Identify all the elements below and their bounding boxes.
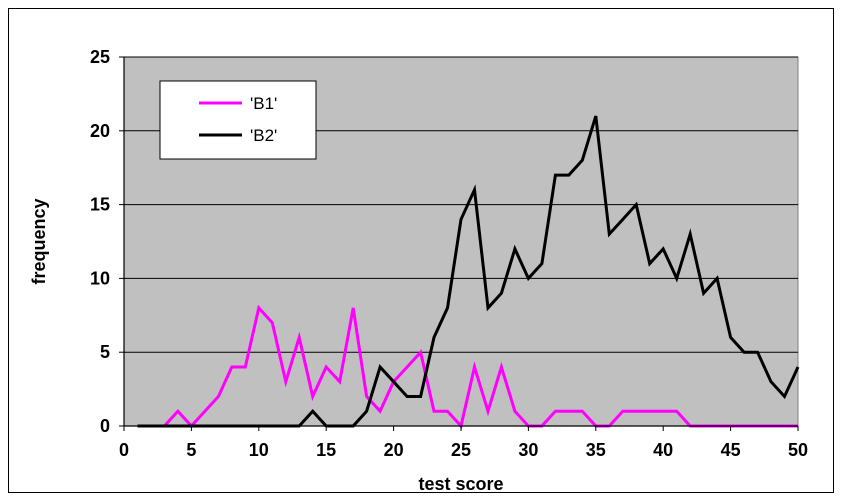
legend-box	[159, 80, 317, 160]
y-tick-label: 20	[90, 121, 110, 141]
x-tick-label: 25	[451, 440, 471, 460]
legend-label-b2: 'B2'	[250, 126, 277, 145]
y-axis-title: frequency	[29, 198, 49, 284]
y-tick-label: 5	[100, 342, 110, 362]
series-line-b1	[137, 304, 798, 430]
y-tick-label: 25	[90, 47, 110, 67]
x-tick-label: 20	[384, 440, 404, 460]
x-tick-label: 30	[518, 440, 538, 460]
axes	[119, 56, 799, 431]
x-tick-label: 50	[788, 440, 808, 460]
x-tick-label: 40	[653, 440, 673, 460]
x-tick-label: 0	[119, 440, 129, 460]
legend: 'B1' 'B2'	[159, 80, 317, 160]
x-tick-label: 10	[249, 440, 269, 460]
y-tick-label: 15	[90, 195, 110, 215]
x-tick-labels: 0 5 10 15 20 25 30 35 40 45 50	[119, 440, 808, 460]
y-tick-label: 10	[90, 268, 110, 288]
x-tick-label: 35	[586, 440, 606, 460]
x-axis-title: test score	[418, 474, 503, 494]
x-tick-label: 45	[721, 440, 741, 460]
x-tick-label: 5	[186, 440, 196, 460]
x-tick-label: 15	[316, 440, 336, 460]
legend-label-b1: 'B1'	[250, 94, 277, 113]
y-tick-label: 0	[100, 416, 110, 436]
y-tick-labels: 0 5 10 15 20 25	[90, 47, 110, 436]
line-chart: 0 5 10 15 20 25 0 5 10 15 20 25 30 35 40 45 50 frequenc…	[29, 47, 808, 494]
chart-frame: 0 5 10 15 20 25 0 5 10 15 20 25 30 35 40 45 50 frequenc…	[8, 8, 834, 494]
gridlines	[124, 56, 798, 353]
